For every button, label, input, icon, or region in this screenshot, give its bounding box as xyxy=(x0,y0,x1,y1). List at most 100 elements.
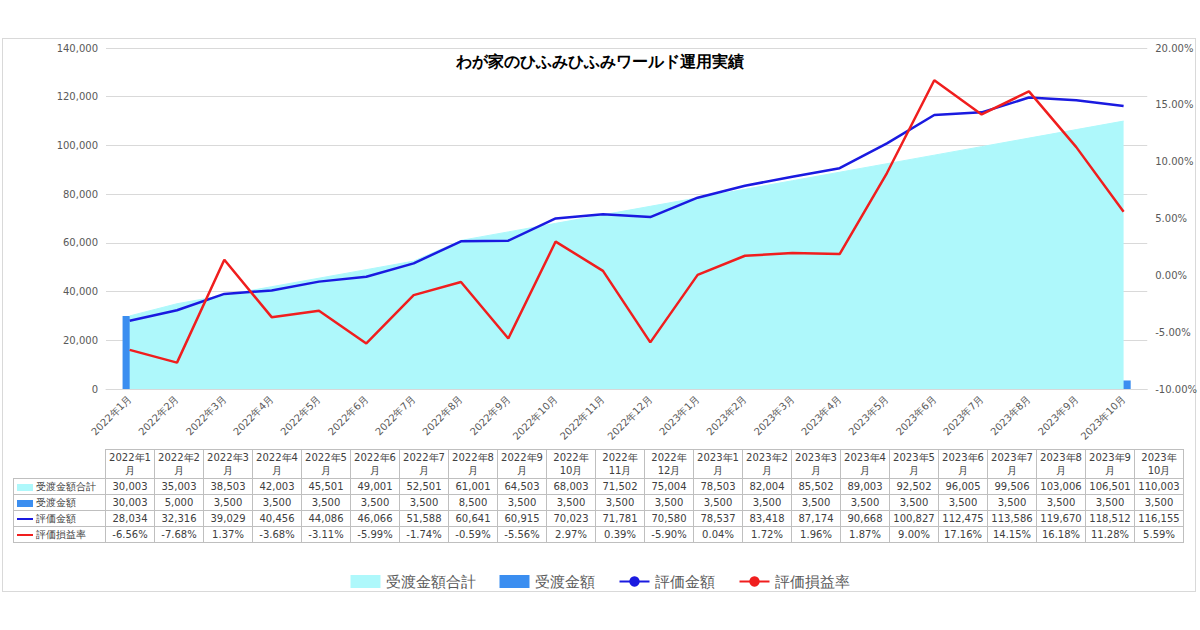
html-text:42,003: 42,003 xyxy=(259,481,295,492)
svg-text:受渡金額: 受渡金額 xyxy=(535,573,595,591)
html-text:61,001: 61,001 xyxy=(455,481,491,492)
svg-text:140,000: 140,000 xyxy=(57,43,98,54)
svg-text:2022年10月: 2022年10月 xyxy=(511,393,560,442)
svg-text:2023年3月: 2023年3月 xyxy=(752,393,796,437)
html-text:2022年10月: 2022年10月 xyxy=(553,452,589,476)
svg-text:-5.00%: -5.00% xyxy=(1155,327,1190,338)
html-text:49,001: 49,001 xyxy=(357,481,393,492)
html-text:35,003: 35,003 xyxy=(161,481,197,492)
html-text:2023年1月: 2023年1月 xyxy=(697,452,739,476)
svg-text:評価金額: 評価金額 xyxy=(655,573,715,591)
html-text:3,500: 3,500 xyxy=(605,497,635,508)
svg-text:2023年6月: 2023年6月 xyxy=(894,393,938,437)
html-text:99,506: 99,506 xyxy=(994,481,1030,492)
svg-text:15.00%: 15.00% xyxy=(1155,99,1193,110)
html-text:3,500: 3,500 xyxy=(213,497,243,508)
svg-text:2022年12月: 2022年12月 xyxy=(605,393,654,442)
html-text:受渡金額: 受渡金額 xyxy=(36,497,76,508)
html-text:2022年2月: 2022年2月 xyxy=(158,452,200,476)
svg-text:2022年9月: 2022年9月 xyxy=(468,393,512,437)
svg-text:2023年8月: 2023年8月 xyxy=(988,393,1032,437)
svg-text:2023年7月: 2023年7月 xyxy=(941,393,985,437)
html-text:受渡金額合計: 受渡金額合計 xyxy=(36,481,96,492)
svg-text:2023年4月: 2023年4月 xyxy=(799,393,843,437)
html-text:2023年6月: 2023年6月 xyxy=(942,452,984,476)
html-text:5,000: 5,000 xyxy=(164,497,194,508)
html-text:30,003: 30,003 xyxy=(112,497,148,508)
svg-text:2023年1月: 2023年1月 xyxy=(657,393,701,437)
html-text:2022年9月: 2022年9月 xyxy=(501,452,543,476)
html-text:2022年6月: 2022年6月 xyxy=(354,452,396,476)
svg-text:2022年1月: 2022年1月 xyxy=(89,393,133,437)
svg-text:10.00%: 10.00% xyxy=(1155,156,1193,167)
html-text:3,500: 3,500 xyxy=(311,497,341,508)
html-text:2022年11月: 2022年11月 xyxy=(602,452,638,476)
svg-text:2022年3月: 2022年3月 xyxy=(184,393,228,437)
html-text:2023年7月: 2023年7月 xyxy=(991,452,1033,476)
html-text:2022年8月: 2022年8月 xyxy=(452,452,494,476)
html-text:2023年8月: 2023年8月 xyxy=(1040,452,1082,476)
html-text:52,501: 52,501 xyxy=(406,481,442,492)
html-text:110,003: 110,003 xyxy=(1138,481,1180,492)
svg-text:受渡金額合計: 受渡金額合計 xyxy=(386,573,476,591)
html-text:106,501: 106,501 xyxy=(1089,481,1131,492)
svg-text:評価損益率: 評価損益率 xyxy=(775,573,850,591)
html-text:2023年3月: 2023年3月 xyxy=(795,452,837,476)
svg-text:2022年8月: 2022年8月 xyxy=(420,393,464,437)
html-text:3,500: 3,500 xyxy=(409,497,439,508)
svg-text:0.00%: 0.00% xyxy=(1155,270,1187,281)
html-text:103,006: 103,006 xyxy=(1040,481,1082,492)
html-text:2023年10月: 2023年10月 xyxy=(1141,452,1177,476)
html-text:2022年5月: 2022年5月 xyxy=(305,452,347,476)
html-text:3,500: 3,500 xyxy=(262,497,292,508)
svg-text:100,000: 100,000 xyxy=(57,140,98,151)
html-text:2023年2月: 2023年2月 xyxy=(746,452,788,476)
html-text:78,503: 78,503 xyxy=(700,481,736,492)
html-text:2023年5月: 2023年5月 xyxy=(893,452,935,476)
html-text:82,004: 82,004 xyxy=(749,481,785,492)
html-text:96,005: 96,005 xyxy=(945,481,981,492)
html-text:85,502: 85,502 xyxy=(798,481,834,492)
html-text:68,003: 68,003 xyxy=(553,481,589,492)
svg-text:2023年5月: 2023年5月 xyxy=(846,393,890,437)
html-text:3,500: 3,500 xyxy=(360,497,390,508)
html-text:38,503: 38,503 xyxy=(210,481,246,492)
html-text:92,502: 92,502 xyxy=(896,481,932,492)
svg-text:2022年11月: 2022年11月 xyxy=(558,393,607,442)
svg-text:2022年2月: 2022年2月 xyxy=(137,393,181,437)
html-text:3,500: 3,500 xyxy=(654,497,684,508)
svg-text:20.00%: 20.00% xyxy=(1155,43,1193,54)
html-text:89,003: 89,003 xyxy=(847,481,883,492)
html-text:2022年12月: 2022年12月 xyxy=(651,452,687,476)
html-text:3,500: 3,500 xyxy=(507,497,537,508)
svg-text:60,000: 60,000 xyxy=(63,237,98,248)
svg-text:2022年4月: 2022年4月 xyxy=(231,393,275,437)
html-text:8,500: 8,500 xyxy=(458,497,488,508)
html-text:2022年7月: 2022年7月 xyxy=(403,452,445,476)
html-text:64,503: 64,503 xyxy=(504,481,540,492)
svg-text:2023年9月: 2023年9月 xyxy=(1036,393,1080,437)
svg-text:-10.00%: -10.00% xyxy=(1155,384,1197,395)
svg-text:2022年5月: 2022年5月 xyxy=(278,393,322,437)
svg-text:40,000: 40,000 xyxy=(63,286,98,297)
svg-text:80,000: 80,000 xyxy=(63,189,98,200)
svg-text:2022年7月: 2022年7月 xyxy=(373,393,417,437)
svg-text:0: 0 xyxy=(92,384,98,395)
svg-text:5.00%: 5.00% xyxy=(1155,213,1187,224)
svg-text:120,000: 120,000 xyxy=(57,91,98,102)
html-text:2023年9月: 2023年9月 xyxy=(1089,452,1131,476)
html-text:75,004: 75,004 xyxy=(651,481,687,492)
html-text:3,500: 3,500 xyxy=(556,497,586,508)
svg-text:2023年10月: 2023年10月 xyxy=(1079,393,1128,442)
html-text:2022年4月: 2022年4月 xyxy=(256,452,298,476)
svg-text:2022年6月: 2022年6月 xyxy=(326,393,370,437)
html-text:71,502: 71,502 xyxy=(602,481,638,492)
svg-text:20,000: 20,000 xyxy=(63,335,98,346)
svg-text:わが家のひふみひふみワールド運用実績: わが家のひふみひふみワールド運用実績 xyxy=(455,52,744,71)
html-text:30,003: 30,003 xyxy=(112,481,148,492)
svg-text:2023年2月: 2023年2月 xyxy=(704,393,748,437)
html-text:2022年1月: 2022年1月 xyxy=(109,452,151,476)
html-text:45,501: 45,501 xyxy=(308,481,344,492)
html-text:2022年3月: 2022年3月 xyxy=(207,452,249,476)
html-text:2023年4月: 2023年4月 xyxy=(844,452,886,476)
